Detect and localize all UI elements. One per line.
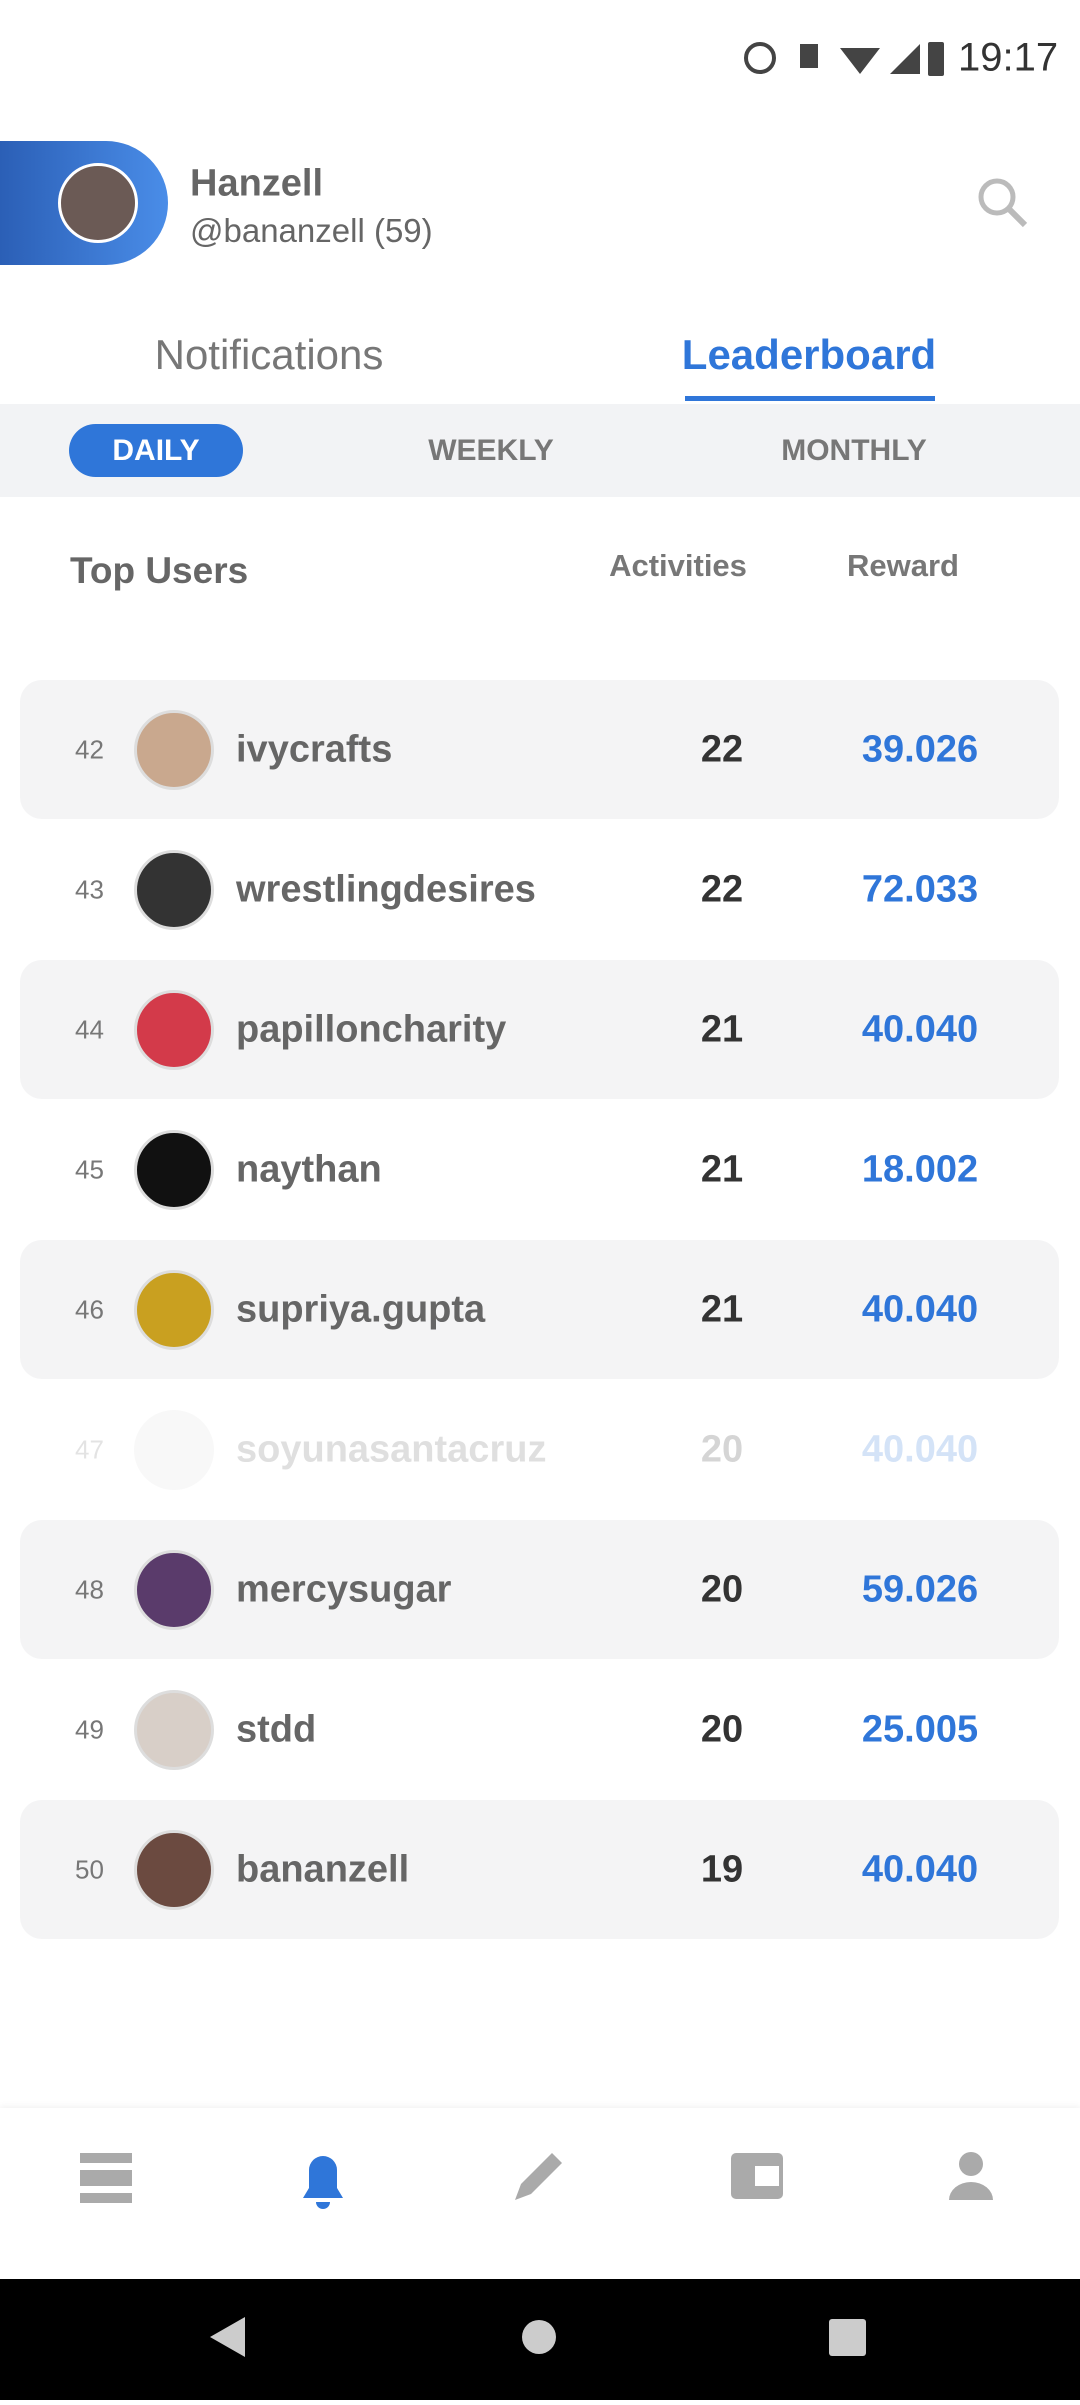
avatar	[134, 1830, 214, 1910]
username: soyunasantacruz	[236, 1428, 547, 1471]
nav-icons	[80, 2152, 993, 2209]
leaderboard-list: 42 ivycrafts 22 39.026 43 wrestlingdesires 22 7…	[20, 680, 1059, 1939]
system-nav	[0, 2279, 1080, 2400]
leaderboard-row[interactable]: 49 stdd 20 25.005	[20, 1660, 1059, 1799]
leaderboard-row[interactable]: 42 ivycrafts 22 39.026	[20, 680, 1059, 819]
system-buttons	[210, 2317, 866, 2357]
avatar	[134, 850, 214, 930]
username: bananzell	[236, 1848, 410, 1891]
reward: 40.040	[861, 1288, 979, 1331]
leaderboard-row[interactable]: 44 papilloncharity 21 40.040	[20, 960, 1059, 1099]
rank: 43	[75, 874, 104, 905]
search-icon[interactable]	[975, 175, 1031, 231]
avatar	[134, 1130, 214, 1210]
status-icons	[744, 42, 944, 76]
period-pill	[69, 424, 243, 477]
activities: 22	[700, 868, 744, 911]
reward: 40.040	[861, 1008, 979, 1051]
user-handle: @bananzell (59)	[190, 212, 433, 249]
reward: 25.005	[861, 1708, 979, 1751]
period[interactable]: MONTHLY	[781, 434, 927, 467]
rank: 46	[75, 1294, 104, 1325]
user-name: Hanzell	[190, 162, 324, 205]
reward: 40.040	[861, 1428, 979, 1471]
username: papilloncharity	[236, 1008, 507, 1051]
activities: 20	[700, 1708, 744, 1751]
activities: 20	[700, 1428, 744, 1471]
rank: 49	[75, 1714, 104, 1745]
avatar	[134, 1410, 214, 1490]
column-header: Reward	[847, 548, 959, 583]
username: naythan	[236, 1148, 382, 1191]
leaderboard-row[interactable]: 47 soyunasantacruz 20 40.040	[20, 1380, 1059, 1519]
reward: 72.033	[861, 868, 979, 911]
leaderboard-row[interactable]: 45 naythan 21 18.002	[20, 1100, 1059, 1239]
avatar	[58, 163, 138, 243]
username: ivycrafts	[236, 728, 393, 771]
avatar	[134, 990, 214, 1070]
leaderboard-row[interactable]: 46 supriya.gupta 21 40.040	[20, 1240, 1059, 1379]
activities: 19	[700, 1848, 744, 1891]
column-header: Top Users	[70, 550, 249, 591]
reward: 59.026	[861, 1568, 979, 1611]
leaderboard-row[interactable]: 43 wrestlingdesires 22 72.033	[20, 820, 1059, 959]
username: stdd	[236, 1708, 317, 1751]
avatar	[134, 1690, 214, 1770]
username: mercysugar	[236, 1568, 452, 1611]
tab-active[interactable]: Leaderboard	[681, 331, 937, 378]
username: wrestlingdesires	[236, 868, 536, 911]
activities: 21	[700, 1008, 744, 1051]
rank: 50	[75, 1854, 104, 1885]
activities: 22	[700, 728, 744, 771]
username: supriya.gupta	[236, 1288, 486, 1331]
activities: 21	[700, 1288, 744, 1331]
tab[interactable]: Notifications	[154, 331, 384, 378]
rank: 48	[75, 1574, 104, 1605]
rank: 45	[75, 1154, 104, 1185]
activities: 20	[700, 1568, 744, 1611]
rank: 47	[75, 1434, 104, 1465]
leaderboard-row[interactable]: 48 mercysugar 20 59.026	[20, 1520, 1059, 1659]
rank: 44	[75, 1014, 104, 1045]
rank: 42	[75, 734, 104, 765]
profile-badge[interactable]	[0, 141, 168, 265]
reward: 39.026	[861, 728, 979, 771]
reward: 40.040	[861, 1848, 979, 1891]
activities: 21	[700, 1148, 744, 1191]
avatar	[134, 1270, 214, 1350]
status-time: 19:17	[958, 35, 1059, 80]
column-header: Activities	[609, 548, 747, 583]
avatar	[134, 710, 214, 790]
period[interactable]: DAILY	[112, 434, 200, 467]
leaderboard-row[interactable]: 50 bananzell 19 40.040	[20, 1800, 1059, 1939]
period[interactable]: WEEKLY	[428, 434, 554, 467]
avatar	[134, 1550, 214, 1630]
tab-underline	[685, 396, 935, 401]
bottom-nav	[0, 2108, 1080, 2279]
reward: 18.002	[861, 1148, 979, 1191]
